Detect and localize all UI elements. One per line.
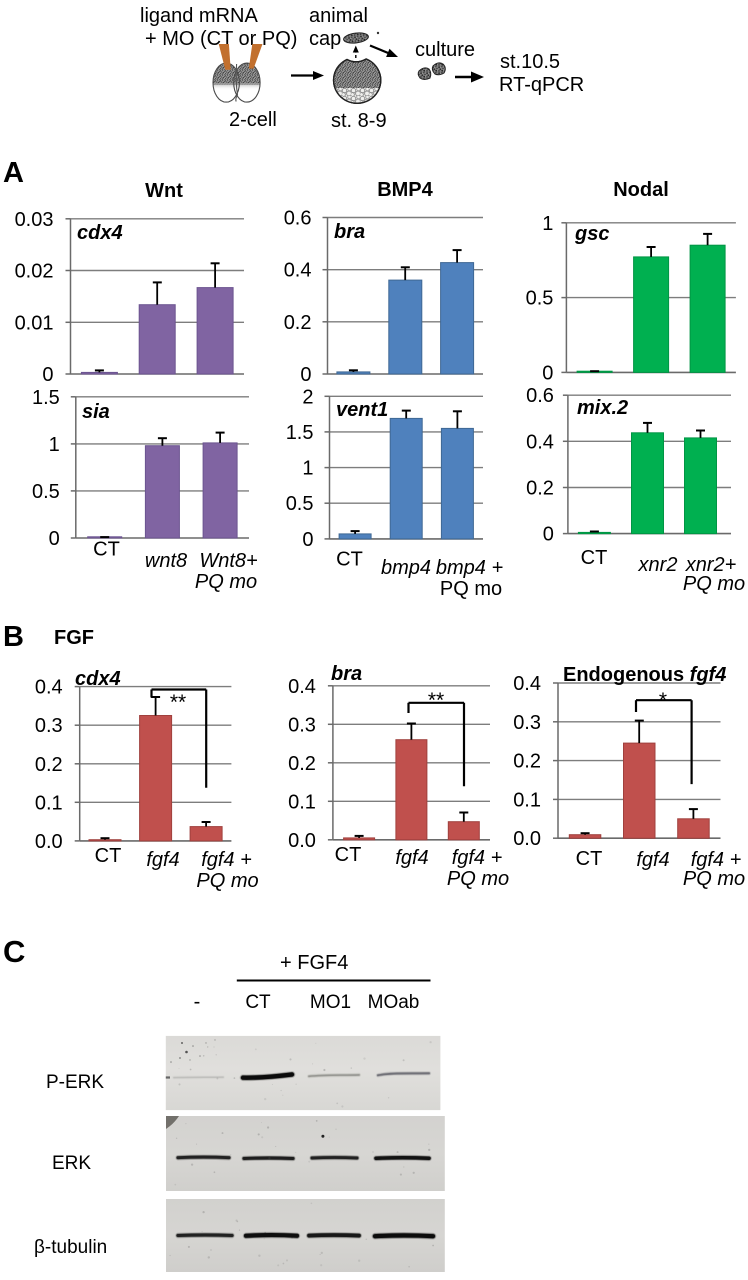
svg-text:PQ mo: PQ mo: [683, 573, 745, 595]
svg-text:0: 0: [42, 364, 53, 386]
svg-text:0.0: 0.0: [35, 831, 63, 853]
svg-text:fgf4: fgf4: [395, 847, 428, 869]
svg-text:0.5: 0.5: [32, 481, 60, 503]
svg-text:PQ mo: PQ mo: [447, 868, 509, 890]
svg-text:2-cell: 2-cell: [229, 109, 277, 131]
svg-text:0.01: 0.01: [15, 312, 54, 334]
svg-text:1: 1: [49, 434, 60, 456]
svg-text:gsc: gsc: [574, 223, 609, 245]
svg-text:0.3: 0.3: [35, 715, 63, 737]
svg-text:PQ mo: PQ mo: [440, 578, 502, 600]
svg-text:bra: bra: [331, 663, 362, 685]
svg-text:animal: animal: [309, 5, 368, 27]
svg-text:culture: culture: [415, 39, 475, 61]
svg-text:fgf4: fgf4: [636, 849, 669, 871]
svg-text:cdx4: cdx4: [77, 222, 123, 244]
svg-text:0.4: 0.4: [284, 260, 312, 282]
svg-text:0.4: 0.4: [526, 431, 554, 453]
svg-text:PQ mo: PQ mo: [196, 870, 258, 892]
svg-text:CT: CT: [336, 549, 363, 571]
svg-text:0.1: 0.1: [288, 791, 316, 813]
svg-text:0: 0: [302, 529, 313, 551]
svg-text:0: 0: [300, 364, 311, 386]
svg-text:1.5: 1.5: [32, 387, 60, 409]
svg-text:0.1: 0.1: [35, 792, 63, 814]
svg-text:Endogenous fgf4: Endogenous fgf4: [563, 664, 726, 686]
svg-text:C: C: [3, 934, 25, 969]
svg-text:0: 0: [49, 528, 60, 550]
svg-text:0.2: 0.2: [288, 753, 316, 775]
svg-text:0.4: 0.4: [288, 676, 316, 698]
svg-text:+ FGF4: + FGF4: [280, 952, 348, 974]
svg-text:0.0: 0.0: [288, 830, 316, 852]
svg-text:MOab: MOab: [368, 992, 420, 1013]
svg-text:0: 0: [542, 362, 553, 384]
svg-text:xnr2+: xnr2+: [685, 554, 737, 576]
svg-text:ligand mRNA: ligand mRNA: [140, 5, 258, 27]
svg-text:st. 8-9: st. 8-9: [331, 110, 387, 132]
svg-text:fgf4 +: fgf4 +: [201, 849, 252, 871]
svg-text:Nodal: Nodal: [613, 179, 669, 201]
svg-text:0.5: 0.5: [286, 493, 314, 515]
svg-text:CT: CT: [581, 547, 608, 569]
svg-text:0.2: 0.2: [35, 754, 63, 776]
svg-text:**: **: [170, 691, 186, 714]
svg-text:fgf4 +: fgf4 +: [452, 847, 503, 869]
svg-text:RT-qPCR: RT-qPCR: [499, 74, 584, 96]
svg-text:CT: CT: [576, 848, 603, 870]
svg-text:1: 1: [542, 213, 553, 235]
svg-text:CT: CT: [93, 539, 120, 561]
svg-text:0.1: 0.1: [513, 789, 541, 811]
svg-text:cdx4: cdx4: [75, 668, 121, 690]
svg-text:0.2: 0.2: [526, 478, 554, 500]
svg-text:1: 1: [302, 458, 313, 480]
svg-text:xnr2: xnr2: [638, 554, 678, 576]
svg-text:0.6: 0.6: [526, 385, 554, 407]
svg-text:0.0: 0.0: [513, 828, 541, 850]
svg-text:Wnt: Wnt: [145, 180, 183, 202]
svg-text:vent1: vent1: [336, 399, 388, 421]
svg-text:bmp4 +: bmp4 +: [436, 557, 503, 579]
svg-text:P-ERK: P-ERK: [46, 1072, 104, 1093]
svg-text:fgf4: fgf4: [146, 849, 179, 871]
svg-text:mix.2: mix.2: [577, 397, 628, 419]
svg-text:ERK: ERK: [52, 1153, 91, 1174]
svg-text:0.4: 0.4: [35, 677, 63, 699]
svg-text:wnt8: wnt8: [145, 550, 187, 572]
svg-text:**: **: [428, 689, 444, 712]
svg-text:1.5: 1.5: [286, 422, 314, 444]
svg-text:A: A: [3, 157, 24, 189]
svg-text:0: 0: [543, 524, 554, 546]
svg-text:B: B: [3, 621, 24, 653]
svg-text:CT: CT: [335, 844, 362, 866]
svg-text:bmp4: bmp4: [381, 557, 431, 579]
svg-text:cap: cap: [309, 28, 341, 50]
svg-text:0.03: 0.03: [15, 209, 54, 231]
svg-text:0.5: 0.5: [526, 288, 554, 310]
svg-text:MO1: MO1: [310, 992, 351, 1013]
svg-text:Wnt8+: Wnt8+: [199, 550, 257, 572]
svg-text:CT: CT: [245, 992, 271, 1013]
svg-text:BMP4: BMP4: [377, 179, 433, 201]
svg-text:*: *: [659, 689, 667, 712]
svg-text:sia: sia: [82, 401, 110, 423]
svg-text:2: 2: [302, 386, 313, 408]
svg-text:PQ mo: PQ mo: [683, 868, 745, 890]
svg-text:PQ mo: PQ mo: [195, 571, 257, 593]
svg-text:bra: bra: [334, 221, 365, 243]
svg-text:0.4: 0.4: [513, 673, 541, 695]
svg-text:0.2: 0.2: [513, 751, 541, 773]
svg-text:-: -: [194, 991, 201, 1013]
svg-text:FGF: FGF: [54, 627, 94, 649]
svg-text:0.6: 0.6: [284, 208, 312, 230]
svg-text:fgf4 +: fgf4 +: [691, 849, 742, 871]
svg-text:0.02: 0.02: [15, 261, 54, 283]
svg-text:0.2: 0.2: [284, 312, 312, 334]
svg-text:st.10.5: st.10.5: [500, 51, 560, 73]
svg-text:β-tubulin: β-tubulin: [34, 1237, 107, 1258]
svg-text:0.3: 0.3: [513, 712, 541, 734]
svg-text:0.3: 0.3: [288, 714, 316, 736]
svg-text:CT: CT: [95, 845, 122, 867]
